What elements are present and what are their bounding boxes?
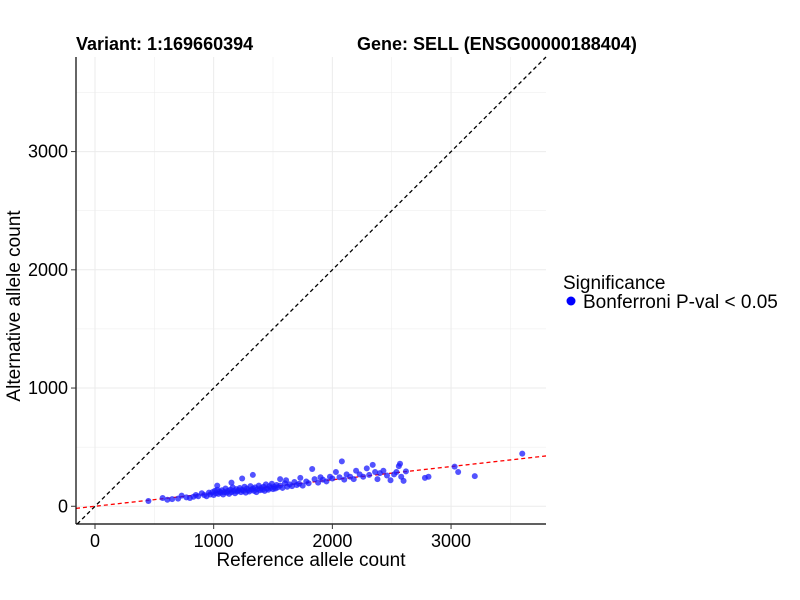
data-point xyxy=(297,474,304,481)
y-tick-label: 0 xyxy=(58,496,68,516)
data-point xyxy=(341,476,348,483)
data-point xyxy=(323,478,330,485)
data-point xyxy=(214,482,221,489)
x-tick-label: 1000 xyxy=(194,531,234,551)
x-tick-label: 0 xyxy=(90,531,100,551)
data-point xyxy=(164,496,171,503)
data-point xyxy=(305,480,312,487)
x-tick-label: 2000 xyxy=(312,531,352,551)
data-point xyxy=(329,475,336,482)
data-point xyxy=(309,466,316,473)
axes xyxy=(75,57,546,525)
reference-lines xyxy=(75,56,547,525)
legend-item-label: Bonferroni P-val < 0.05 xyxy=(583,292,778,313)
identity-line xyxy=(76,56,547,525)
data-point xyxy=(169,496,176,503)
data-point xyxy=(315,479,322,486)
legend-swatch xyxy=(566,296,576,306)
x-tick-label: 3000 xyxy=(431,531,471,551)
data-point xyxy=(159,494,166,501)
data-point xyxy=(383,472,390,479)
data-points xyxy=(145,450,526,504)
data-point xyxy=(425,473,432,480)
data-point xyxy=(387,477,394,484)
data-point xyxy=(363,465,370,472)
data-point xyxy=(277,476,284,483)
data-point xyxy=(279,484,286,491)
data-point xyxy=(336,474,343,481)
fit-line xyxy=(75,455,547,510)
data-point xyxy=(393,468,400,475)
data-point xyxy=(228,479,235,486)
data-point xyxy=(283,477,290,484)
data-point xyxy=(397,460,404,467)
data-point xyxy=(471,473,478,480)
gene-title: Gene: SELL (ENSG00000188404) xyxy=(357,34,637,54)
legend-title: Significance xyxy=(563,273,665,294)
data-point xyxy=(145,497,152,504)
data-point xyxy=(400,477,407,484)
y-tick-label: 3000 xyxy=(28,142,68,162)
data-point xyxy=(178,492,185,499)
data-point xyxy=(402,468,409,475)
data-point xyxy=(451,463,458,470)
data-point xyxy=(372,468,379,475)
data-point xyxy=(350,476,357,483)
data-point xyxy=(249,471,256,478)
data-point xyxy=(360,473,367,480)
y-tick-label: 1000 xyxy=(28,378,68,398)
data-point xyxy=(380,467,387,474)
y-axis-label: Alternative allele count xyxy=(4,210,25,402)
data-point xyxy=(374,476,381,483)
legend: Significance Bonferroni P-val < 0.05 xyxy=(563,273,778,313)
variant-title: Variant: 1:169660394 xyxy=(76,34,253,54)
data-point xyxy=(455,468,462,475)
gridlines xyxy=(76,57,546,524)
data-point xyxy=(369,461,376,468)
data-point xyxy=(239,475,246,482)
data-point xyxy=(338,458,345,465)
data-point xyxy=(366,471,373,478)
data-point xyxy=(299,482,306,489)
data-point xyxy=(332,468,339,475)
y-tick-label: 2000 xyxy=(28,260,68,280)
x-axis-label: Reference allele count xyxy=(216,550,406,571)
data-point xyxy=(519,450,526,457)
tick-labels: 0 1000 2000 3000 0 1000 2000 3000 xyxy=(28,142,471,551)
